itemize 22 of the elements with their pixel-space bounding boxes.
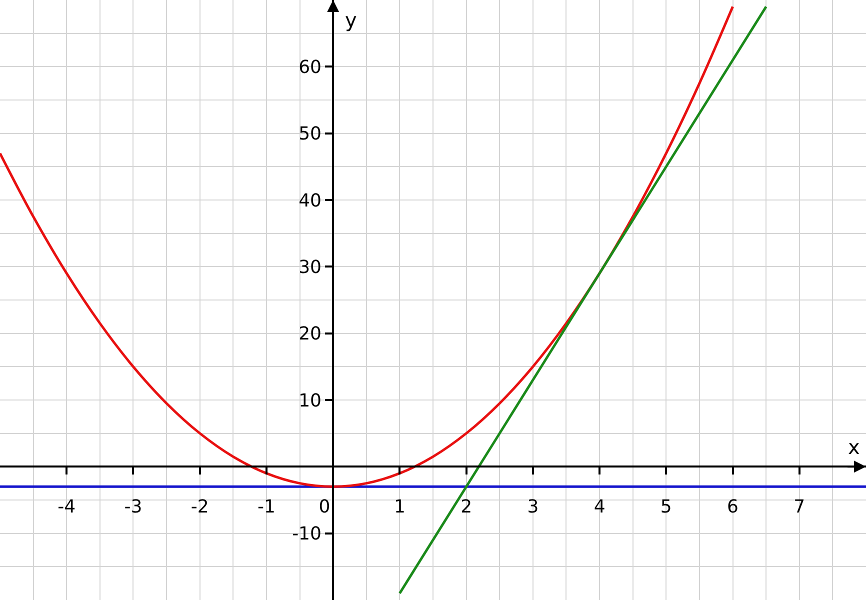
y-tick-label: 60 <box>298 56 322 78</box>
y-axis-title: y <box>345 8 357 32</box>
x-tick-label: 7 <box>794 496 806 518</box>
y-tick-label: 20 <box>298 324 322 345</box>
x-tick-label: 5 <box>660 496 672 518</box>
x-axis-title: x <box>848 435 860 459</box>
x-tick-label: 2 <box>460 496 472 518</box>
x-tick-label: -3 <box>124 496 142 518</box>
x-tick-label: 0 <box>318 496 348 518</box>
x-tick-label: -1 <box>257 496 276 518</box>
x-tick-label: 6 <box>727 496 738 518</box>
y-tick-label: 10 <box>298 390 322 412</box>
y-tick-label: 40 <box>298 190 322 212</box>
y-tick-label: -10 <box>292 524 322 545</box>
y-tick-label: 30 <box>298 256 322 278</box>
x-tick-label: 1 <box>394 496 406 518</box>
y-tick-label: 50 <box>298 124 322 145</box>
x-tick-label: 3 <box>527 496 539 518</box>
x-tick-label: -2 <box>190 496 209 518</box>
x-tick-label: -4 <box>58 496 76 518</box>
line-series <box>0 5 734 488</box>
x-tick-label: 4 <box>594 496 606 518</box>
